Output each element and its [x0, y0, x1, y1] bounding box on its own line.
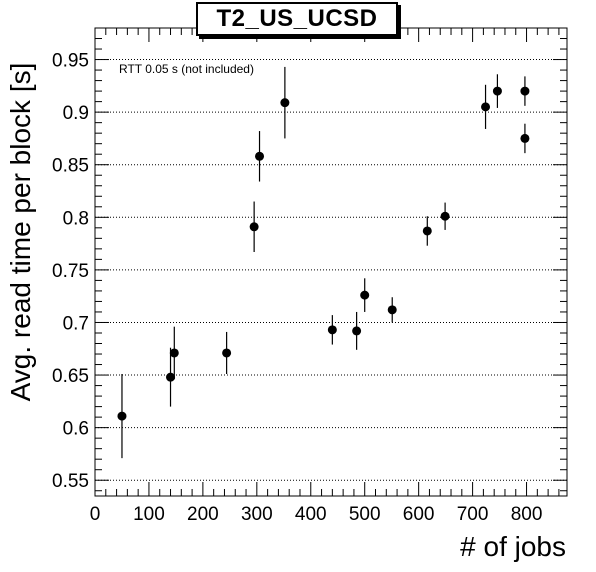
y-tick-label: 0.8: [63, 208, 89, 229]
y-tick-label: 0.6: [63, 419, 89, 440]
point-marker: [520, 133, 530, 143]
point-marker: [422, 226, 432, 236]
data-point: [255, 131, 265, 182]
data-point: [481, 84, 491, 129]
data-point: [352, 311, 362, 350]
x-tick-label: 600: [403, 504, 435, 525]
rtt-annotation: RTT 0.05 s (not included): [119, 62, 254, 76]
data-point: [169, 326, 179, 380]
x-tick-label: 100: [133, 504, 165, 525]
y-tick-label: 0.55: [52, 471, 89, 492]
point-marker: [166, 372, 176, 382]
chart-title: T2_US_UCSD: [196, 2, 398, 36]
plot-frame: [94, 27, 568, 497]
data-point: [117, 374, 127, 459]
data-point: [280, 66, 290, 139]
point-marker: [492, 86, 502, 96]
x-tick-label: 800: [511, 504, 543, 525]
tick-labels: 0.55 0.6 0.65 0.7 0.75 0.8 0.85 0.9 0.95 0 100 200 3…: [52, 51, 542, 525]
data-point: [327, 315, 337, 345]
x-tick-label: 500: [349, 504, 381, 525]
y-tick-label: 0.9: [63, 103, 89, 124]
point-marker: [387, 305, 397, 315]
data-point: [360, 278, 370, 312]
point-marker: [255, 151, 265, 161]
data-point: [440, 202, 450, 230]
data-point: [387, 297, 397, 323]
y-tick-label: 0.75: [52, 261, 89, 282]
x-tick-label: 400: [295, 504, 327, 525]
data-point: [520, 123, 530, 154]
data-point: [520, 76, 530, 106]
y-axis-label: Avg. read time per block [s]: [5, 63, 36, 402]
y-tick-label: 0.65: [52, 366, 89, 387]
data-point: [492, 74, 502, 108]
x-tick-label: 300: [241, 504, 273, 525]
point-marker: [481, 102, 491, 112]
data-points: [117, 66, 530, 459]
point-marker: [169, 348, 179, 358]
point-marker: [520, 86, 530, 96]
y-tick-label: 0.95: [52, 51, 89, 72]
point-marker: [327, 325, 337, 335]
x-tick-label: 0: [90, 504, 101, 525]
x-tick-label: 200: [187, 504, 219, 525]
data-point: [166, 347, 176, 407]
y-tick-label: 0.7: [63, 313, 89, 334]
point-marker: [280, 98, 290, 108]
point-marker: [360, 290, 370, 300]
data-point: [422, 216, 432, 246]
axis-ticks: [94, 28, 567, 496]
point-marker: [222, 348, 232, 358]
grid-lines: [95, 59, 567, 481]
x-axis-label: # of jobs: [460, 531, 566, 562]
point-marker: [440, 211, 450, 221]
y-tick-label: 0.85: [52, 156, 89, 177]
data-point: [249, 201, 259, 253]
point-marker: [249, 222, 259, 232]
x-tick-label: 700: [457, 504, 489, 525]
data-point: [222, 331, 232, 375]
point-marker: [352, 326, 362, 336]
point-marker: [117, 411, 127, 421]
